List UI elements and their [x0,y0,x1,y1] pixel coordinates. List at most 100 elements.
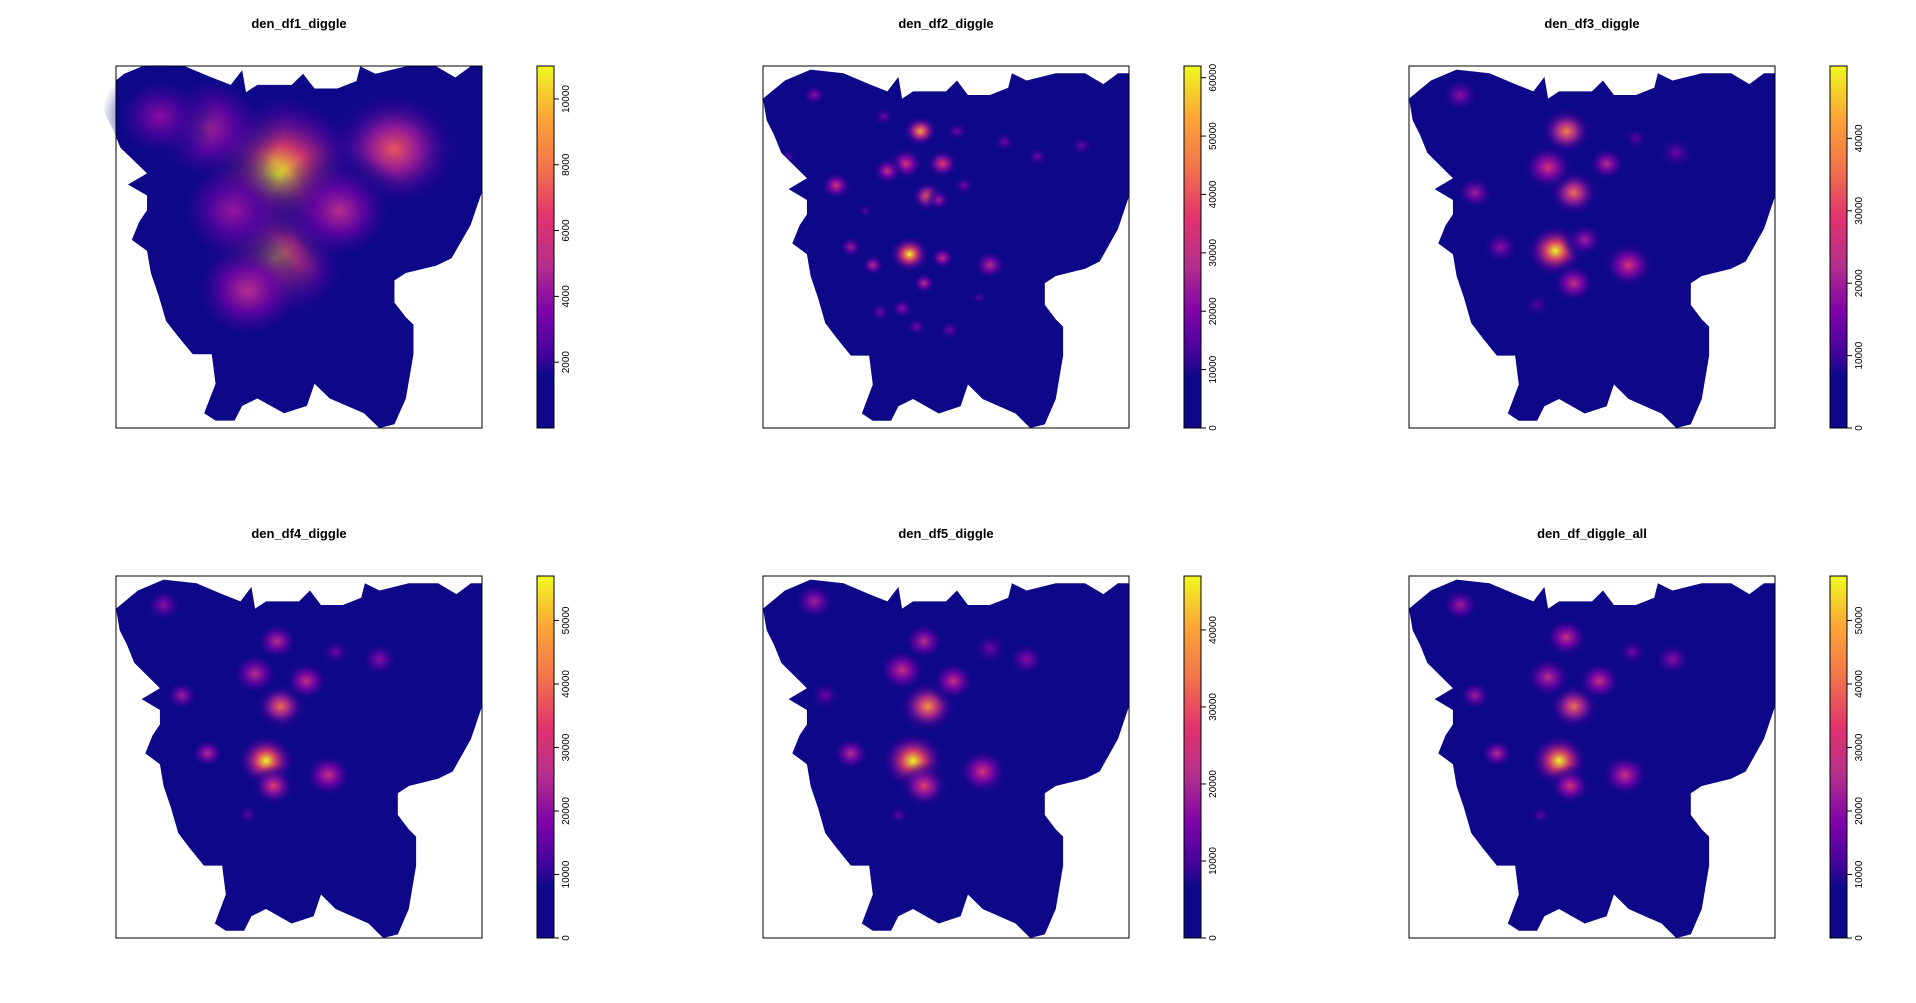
density-hotspot [787,579,841,626]
legend-tick-label: 20000 [561,797,572,825]
density-hotspot [909,270,939,297]
density-hotspot [773,143,804,170]
legend-colorbar [536,65,555,429]
density-hotspot [1476,734,1518,772]
density-hotspot [250,617,304,665]
legend-tick-label: 40000 [1208,616,1219,644]
density-hotspot [877,796,919,834]
plot-frame [762,65,1130,429]
legend-tick-label: 30000 [1208,693,1219,721]
density-hotspot [924,147,960,180]
density-hotspot [1612,117,1660,160]
legend-colorbar [1829,65,1848,429]
density-hotspot [1066,132,1097,159]
density-hotspot [1436,583,1484,627]
plot-frame [115,575,483,939]
density-hotspot [1540,613,1593,662]
panel-title: den_df3_diggle [1544,16,1639,31]
density-hotspot [356,638,403,681]
plot-frame [762,575,1130,939]
density-hotspot [850,197,881,224]
density-hotspot [865,298,895,326]
panel-6: den_df_diggle_all 0 10000 20000 30000 40000 50… [1408,526,1865,941]
legend-tick-label: 2000 [561,351,572,374]
density-hotspot [1572,657,1626,705]
density-hotspot [1649,638,1696,681]
legend-tick-label: 10000 [1854,341,1865,369]
panel-title: den_df5_diggle [898,526,993,541]
legend-tick-label: 50000 [561,606,572,634]
panel-title: den_df1_diggle [251,16,346,31]
density-hotspot [279,657,333,705]
density-hotspot [927,244,957,272]
density-map [763,579,1129,938]
density-hotspot [1595,748,1655,802]
density-hotspot [924,186,954,214]
density-hotspot [1436,73,1484,117]
legend-tick-label: 40000 [1208,180,1219,208]
plot-frame [1408,65,1776,429]
density-hotspot [1454,677,1496,714]
density-hotspot [268,147,410,275]
legend-tick-label: 40000 [1854,124,1865,152]
panel-title: den_df_diggle_all [1537,526,1647,541]
density-hotspot [804,677,846,714]
legend-tick-label: 30000 [1854,196,1865,224]
legend-tick-label: 30000 [1208,238,1219,266]
legend-tick-label: 0 [1854,935,1865,941]
legend-tick-label: 40000 [1854,670,1865,698]
density-hotspot [818,169,854,202]
legend-tick-label: 30000 [561,733,572,761]
density-hotspot [1561,218,1609,261]
legend-colorbar [1829,575,1848,939]
map-base [1409,579,1775,938]
panel-2: den_df2_diggle 0 10000 20000 30000 40000 50000… [762,16,1219,431]
density-hotspot [966,627,1014,670]
legend-tick-label: 10000 [561,85,572,113]
density-hotspot [1652,131,1700,174]
density-hotspot [1477,225,1524,269]
density-hotspot [942,117,972,145]
density-hotspot [1451,171,1499,214]
density-hotspot [836,233,866,261]
legend-tick-label: 0 [1854,425,1865,431]
density-hotspot [1520,796,1562,834]
density-hotspot [1583,142,1631,185]
density-hotspot [140,583,188,627]
density-hotspot [1513,283,1561,327]
density-hotspot [887,295,917,322]
density-hotspot [315,633,357,671]
density-hotspot [1022,143,1053,170]
panel-3: den_df3_diggle 0 10000 20000 30000 40000 [1408,16,1865,431]
legend-tick-label: 10000 [1854,860,1865,888]
legend-colorbar [536,575,555,939]
legend-tick-label: 30000 [1854,733,1865,761]
legend-tick-label: 10000 [1208,355,1219,383]
density-hotspot [1599,238,1658,292]
density-hotspot [902,313,932,340]
density-hotspot [1611,633,1653,671]
density-hotspot [949,172,979,199]
panel-5: den_df5_diggle 0 10000 20000 30000 40000 [762,526,1219,941]
plot-frame [1408,575,1776,939]
density-hotspot [1518,141,1578,194]
legend-tick-label: 20000 [1854,269,1865,297]
density-hotspot [227,796,269,834]
density-hotspot [1546,764,1594,808]
legend-colorbar [1183,575,1202,939]
legend-tick-label: 10000 [1208,847,1219,875]
density-hotspot [897,617,951,665]
legend-tick-label: 0 [1208,935,1219,941]
density-hotspot [953,745,1012,798]
legend-tick-label: 4000 [561,285,572,308]
legend-tick-label: 50000 [1208,122,1219,150]
density-hotspot [869,155,906,187]
panel-title: den_df4_diggle [251,526,346,541]
density-map [1409,69,1775,428]
density-hotspot [161,677,203,714]
density-hotspot [897,762,951,810]
density-hotspot [902,115,938,147]
density-hotspot [827,732,875,775]
panel-title: den_df2_diggle [898,16,993,31]
panel-4: den_df4_diggle 0 10000 20000 30000 40000 50000 [115,526,572,941]
